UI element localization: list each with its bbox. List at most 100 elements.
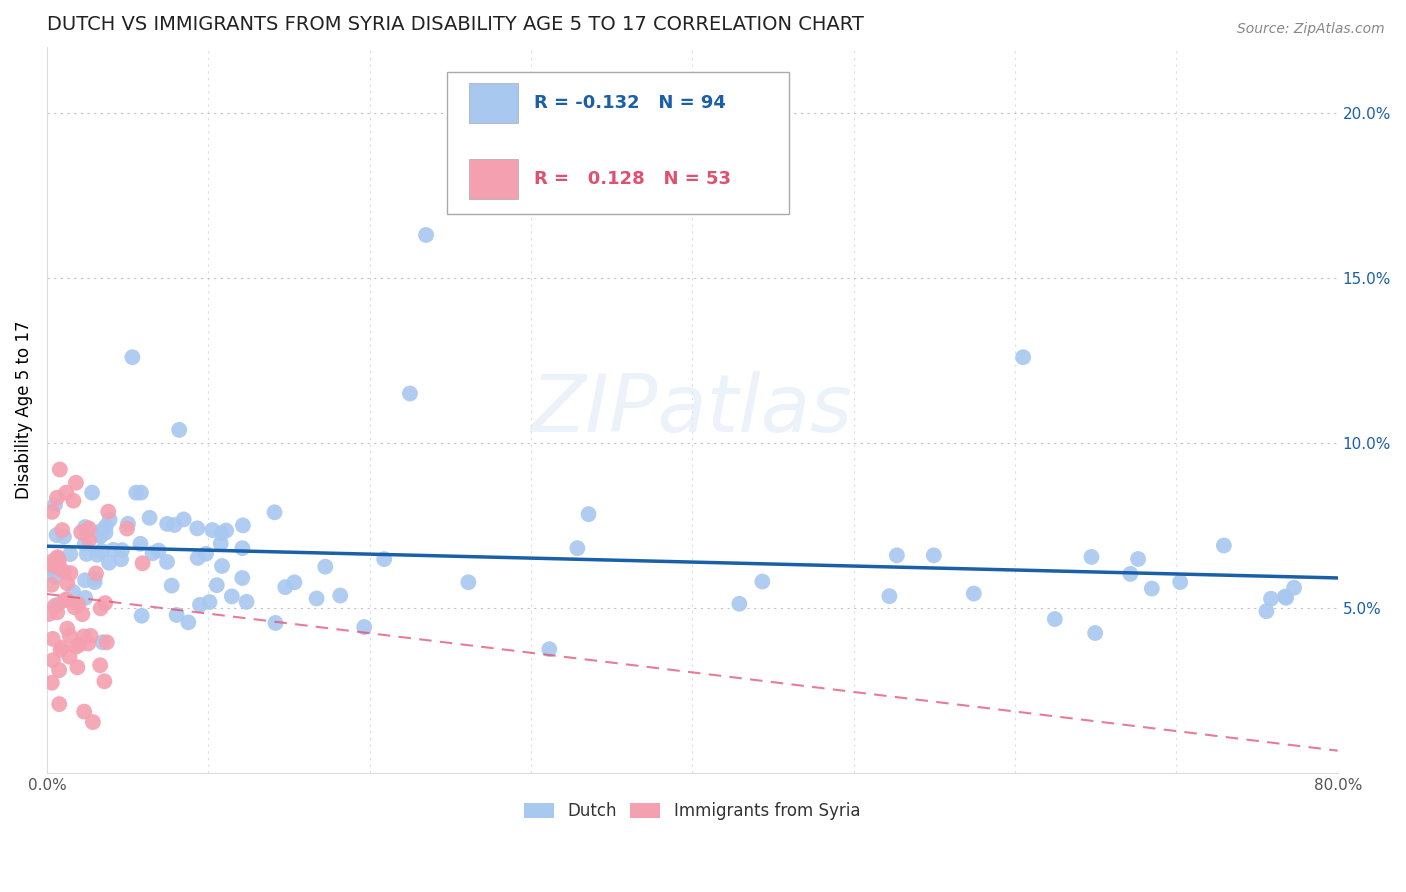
Point	[274, 580, 297, 594]
Legend: Dutch, Immigrants from Syria: Dutch, Immigrants from Syria	[517, 796, 868, 827]
Point	[373, 552, 395, 566]
Point	[177, 615, 200, 630]
Point	[1012, 350, 1035, 364]
Point	[160, 579, 183, 593]
Point	[67, 638, 90, 652]
Point	[209, 526, 232, 541]
Point	[963, 586, 986, 600]
Point	[46, 491, 69, 505]
Point	[41, 675, 63, 690]
Point	[49, 462, 72, 476]
Point	[55, 485, 77, 500]
Point	[1084, 626, 1107, 640]
Point	[66, 660, 89, 674]
Point	[73, 705, 96, 719]
Point	[111, 543, 134, 558]
Point	[59, 547, 82, 561]
Point	[1212, 539, 1234, 553]
Point	[215, 524, 238, 538]
Point	[567, 541, 589, 556]
Point	[41, 558, 63, 573]
Point	[1282, 581, 1305, 595]
Point	[93, 674, 115, 689]
Point	[63, 600, 86, 615]
Point	[90, 601, 112, 615]
Text: Source: ZipAtlas.com: Source: ZipAtlas.com	[1237, 22, 1385, 37]
Point	[264, 615, 287, 630]
Point	[148, 543, 170, 558]
Point	[221, 590, 243, 604]
Point	[91, 635, 114, 649]
Point	[209, 536, 232, 550]
Point	[48, 697, 70, 711]
Point	[188, 598, 211, 612]
Point	[195, 547, 218, 561]
Point	[231, 571, 253, 585]
Point	[42, 632, 65, 646]
Point	[1080, 549, 1102, 564]
Point	[41, 562, 63, 576]
Point	[90, 544, 112, 558]
Point	[415, 227, 437, 242]
Point	[41, 554, 63, 568]
Point	[1126, 552, 1149, 566]
Point	[75, 520, 97, 534]
Point	[76, 547, 98, 561]
Point	[156, 516, 179, 531]
Point	[163, 518, 186, 533]
Point	[131, 608, 153, 623]
Point	[67, 598, 90, 612]
Point	[1260, 591, 1282, 606]
Point	[62, 493, 84, 508]
Point	[62, 584, 84, 599]
FancyBboxPatch shape	[447, 72, 789, 214]
Point	[89, 658, 111, 673]
Point	[94, 596, 117, 610]
Point	[42, 653, 65, 667]
Point	[235, 595, 257, 609]
Point	[578, 507, 600, 521]
Point	[77, 636, 100, 650]
Point	[538, 642, 561, 657]
Point	[98, 556, 121, 570]
Point	[125, 485, 148, 500]
Point	[56, 576, 79, 591]
Point	[86, 548, 108, 562]
Point	[89, 527, 111, 541]
Point	[59, 566, 82, 581]
Point	[142, 546, 165, 560]
Point	[129, 485, 152, 500]
Point	[89, 529, 111, 543]
Point	[129, 537, 152, 551]
Point	[97, 505, 120, 519]
Point	[51, 523, 73, 537]
Point	[211, 558, 233, 573]
Point	[46, 598, 69, 612]
Point	[728, 597, 751, 611]
Point	[98, 513, 121, 527]
Point	[46, 605, 69, 619]
Point	[886, 549, 908, 563]
Point	[51, 640, 73, 655]
Point	[73, 574, 96, 588]
Point	[231, 541, 253, 556]
Point	[751, 574, 773, 589]
Point	[283, 575, 305, 590]
Point	[44, 557, 66, 571]
Point	[117, 516, 139, 531]
Point	[44, 498, 66, 512]
Point	[1168, 575, 1191, 590]
Point	[55, 593, 77, 607]
Point	[201, 523, 224, 537]
Point	[83, 572, 105, 586]
Text: ZIPatlas: ZIPatlas	[531, 371, 853, 449]
Point	[96, 635, 118, 649]
Point	[922, 549, 945, 563]
Point	[55, 592, 77, 607]
Point	[89, 524, 111, 539]
Point	[73, 537, 96, 551]
Point	[83, 575, 105, 590]
Point	[1275, 591, 1298, 605]
Point	[156, 555, 179, 569]
Point	[314, 559, 336, 574]
